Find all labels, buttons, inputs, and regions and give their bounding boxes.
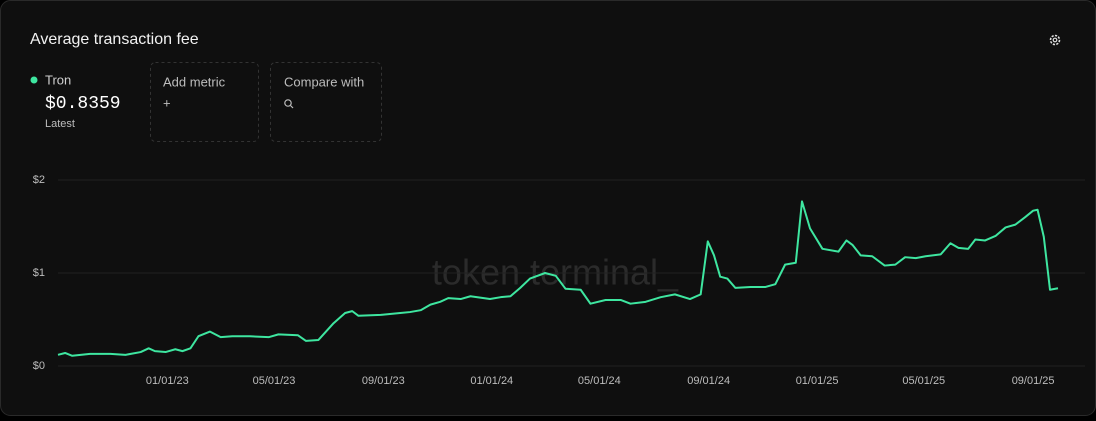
compare-label: Compare with bbox=[284, 74, 364, 89]
x-tick-label: 05/01/24 bbox=[578, 375, 621, 387]
compare-box[interactable] bbox=[270, 62, 382, 142]
latest-value: $0.8359 bbox=[45, 94, 121, 114]
y-tick-label: $1 bbox=[33, 267, 45, 279]
x-tick-label: 01/01/24 bbox=[470, 375, 513, 387]
settings-icon[interactable] bbox=[1049, 34, 1061, 46]
x-tick-label: 05/01/23 bbox=[253, 375, 296, 387]
x-tick-label: 01/01/23 bbox=[146, 375, 189, 387]
y-tick-label: $2 bbox=[33, 174, 45, 186]
y-tick-label: $0 bbox=[33, 360, 45, 372]
legend-dot bbox=[30, 76, 38, 84]
latest-label: Latest bbox=[45, 118, 75, 130]
search-icon bbox=[284, 99, 294, 109]
chart-title: Average transaction fee bbox=[30, 31, 199, 48]
x-tick-label: 09/01/25 bbox=[1012, 375, 1055, 387]
add-metric: Add metric bbox=[163, 74, 226, 89]
add-icon: + bbox=[163, 95, 171, 110]
watermark: token terminal_ bbox=[432, 252, 679, 293]
x-tick-label: 09/01/24 bbox=[687, 375, 730, 387]
x-tick-label: 09/01/23 bbox=[362, 375, 405, 387]
series-line bbox=[57, 200, 1059, 357]
add-metric-box[interactable] bbox=[150, 62, 259, 142]
x-tick-label: 05/01/25 bbox=[902, 375, 945, 387]
legend-name: Tron bbox=[45, 72, 71, 87]
x-tick-label: 01/01/25 bbox=[796, 375, 839, 387]
